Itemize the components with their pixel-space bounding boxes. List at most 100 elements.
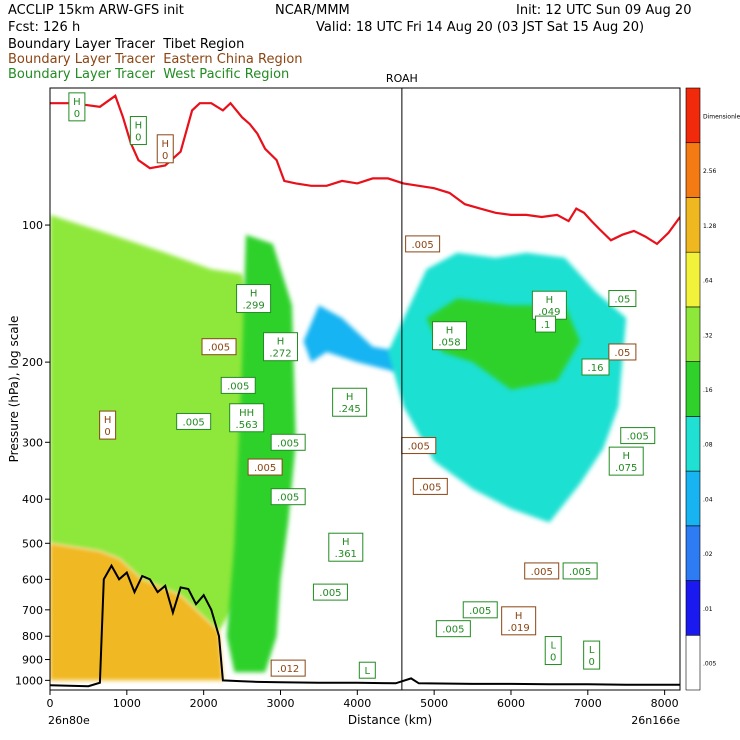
contour-label: .005 bbox=[176, 412, 212, 430]
header-model: ACCLIP 15km ARW-GFS init bbox=[8, 3, 184, 18]
contour-label-type: H bbox=[515, 611, 523, 622]
colorbar-level-label: .16 bbox=[703, 387, 713, 394]
contour-label-type: H bbox=[546, 295, 554, 306]
contour-label: H.361 bbox=[328, 532, 364, 562]
y-tick-label: 1000 bbox=[15, 674, 43, 687]
contour-label-value: .299 bbox=[242, 301, 264, 312]
y-tick-label: 400 bbox=[22, 493, 43, 506]
contour-label-value: .005 bbox=[227, 381, 249, 392]
contour-label: HH.563 bbox=[229, 403, 265, 433]
tracer-region-tibet: Tibet Region bbox=[163, 37, 245, 52]
colorbar-level-label: .04 bbox=[703, 496, 713, 503]
contour-label: .005 bbox=[620, 427, 656, 445]
colorbar-level-label: 2.56 bbox=[703, 168, 717, 175]
header-valid: Valid: 18 UTC Fri 14 Aug 20 (03 JST Sat … bbox=[316, 20, 645, 35]
contour-label: .05 bbox=[608, 343, 637, 361]
contour-label: H0 bbox=[129, 116, 147, 146]
contour-label: .005 bbox=[412, 477, 448, 495]
contour-label: L0 bbox=[544, 636, 562, 666]
tracer-prefix-tibet: Boundary Layer Tracer bbox=[8, 37, 155, 52]
contour-label-value: .005 bbox=[469, 606, 491, 617]
contour-label-value: .005 bbox=[254, 463, 276, 474]
contour-label-value: .005 bbox=[531, 567, 553, 578]
contour-label: H.272 bbox=[262, 332, 298, 362]
contour-label: .005 bbox=[312, 583, 348, 601]
contour-label-value: .005 bbox=[183, 417, 205, 428]
contour-label-value: .245 bbox=[339, 404, 361, 415]
colorbar-swatch bbox=[685, 580, 701, 636]
contour-label-value: .005 bbox=[319, 588, 341, 599]
y-tick-label: 800 bbox=[22, 630, 43, 643]
y-axis-label: Pressure (hPa), log scale bbox=[7, 316, 21, 463]
colorbar-swatch bbox=[685, 197, 701, 253]
contour-label-type: H bbox=[104, 415, 112, 426]
contour-label-value: .005 bbox=[208, 343, 230, 354]
colorbar-swatch bbox=[685, 416, 701, 472]
x-tick-label: 7000 bbox=[574, 697, 602, 710]
contour-label: H.049 bbox=[531, 290, 567, 320]
colorbar-level-label: .32 bbox=[703, 332, 713, 339]
contour-label: H0 bbox=[99, 410, 117, 440]
region-tibet-near-surface bbox=[50, 543, 223, 681]
contour-label-value: .05 bbox=[614, 295, 630, 306]
x-tick-label: 5000 bbox=[420, 697, 448, 710]
y-tick-label: 500 bbox=[22, 537, 43, 550]
x-tick-label: 4000 bbox=[343, 697, 371, 710]
colorbar-swatch bbox=[685, 634, 701, 691]
plot-frame bbox=[49, 87, 681, 691]
contour-label-value: .005 bbox=[411, 240, 433, 251]
contour-label-value: .16 bbox=[588, 363, 604, 374]
contour-label-value: 0 bbox=[74, 109, 80, 120]
contour-label-value: 0 bbox=[162, 151, 168, 162]
contour-label-value: .361 bbox=[335, 549, 357, 560]
x-axis: 0 1000 2000 3000 4000 5000 6000 7000 8000 bbox=[47, 690, 679, 710]
tracer-field bbox=[50, 214, 627, 681]
contour-label-type: H bbox=[73, 97, 81, 108]
contour-label: .1 bbox=[535, 315, 557, 333]
roah-marker-label: ROAH bbox=[386, 72, 418, 85]
contour-label-value: .272 bbox=[269, 349, 291, 360]
contour-label: .005 bbox=[220, 376, 256, 394]
contour-label: H.299 bbox=[236, 284, 272, 314]
contour-label-value: 0 bbox=[588, 657, 594, 668]
contour-label-type: H bbox=[446, 326, 454, 337]
x-left-endpoint: 26n80e bbox=[48, 714, 90, 727]
contour-label-type: L bbox=[550, 641, 556, 652]
tracer-prefix-eastern-china: Boundary Layer Tracer bbox=[8, 52, 155, 67]
contour-label-type: L bbox=[589, 645, 595, 656]
colorbar-level-label: .01 bbox=[703, 606, 713, 613]
x-tick-label: 1000 bbox=[113, 697, 141, 710]
contour-label-value: .005 bbox=[569, 567, 591, 578]
contour-labels: H0H0H0H0H.299H.272HH.563.005.005.005.005… bbox=[68, 92, 656, 679]
contour-label-type: HH bbox=[239, 408, 254, 419]
contour-label-value: .1 bbox=[541, 320, 551, 331]
colorbar-level-label: .02 bbox=[703, 551, 713, 558]
x-tick-label: 6000 bbox=[497, 697, 525, 710]
contour-label-type: H bbox=[277, 337, 285, 348]
contour-label-value: .019 bbox=[508, 623, 530, 634]
contour-label: .012 bbox=[270, 659, 306, 677]
contour-label-type: H bbox=[342, 537, 350, 548]
colorbar-swatch bbox=[685, 470, 701, 527]
y-axis: 100 200 300 400 500 600 700 800 900 1000 bbox=[15, 219, 50, 687]
contour-label: H.019 bbox=[501, 606, 537, 636]
contour-label: .005 bbox=[562, 562, 598, 580]
contour-label-value: 0 bbox=[104, 427, 110, 438]
colorbar-level-label: .005 bbox=[703, 661, 717, 668]
colorbar: .005 .01 .02 .04 .08 .16 .32 .64 1.28 2.56 Dimensi… bbox=[685, 87, 740, 691]
contour-label: H0 bbox=[68, 92, 86, 122]
contour-label: H.075 bbox=[608, 446, 644, 476]
contour-label-value: .005 bbox=[277, 438, 299, 449]
contour-label: .005 bbox=[524, 562, 560, 580]
colorbar-swatch bbox=[685, 361, 701, 417]
contour-label: .005 bbox=[247, 458, 283, 476]
contour-label: H0 bbox=[156, 134, 174, 164]
x-tick-label: 8000 bbox=[651, 697, 679, 710]
contour-label-value: .005 bbox=[277, 493, 299, 504]
contour-label-value: 0 bbox=[550, 653, 556, 664]
contour-label: H.058 bbox=[432, 321, 468, 351]
contour-label-value: .058 bbox=[438, 338, 460, 349]
y-tick-label: 200 bbox=[22, 356, 43, 369]
y-tick-label: 600 bbox=[22, 573, 43, 586]
